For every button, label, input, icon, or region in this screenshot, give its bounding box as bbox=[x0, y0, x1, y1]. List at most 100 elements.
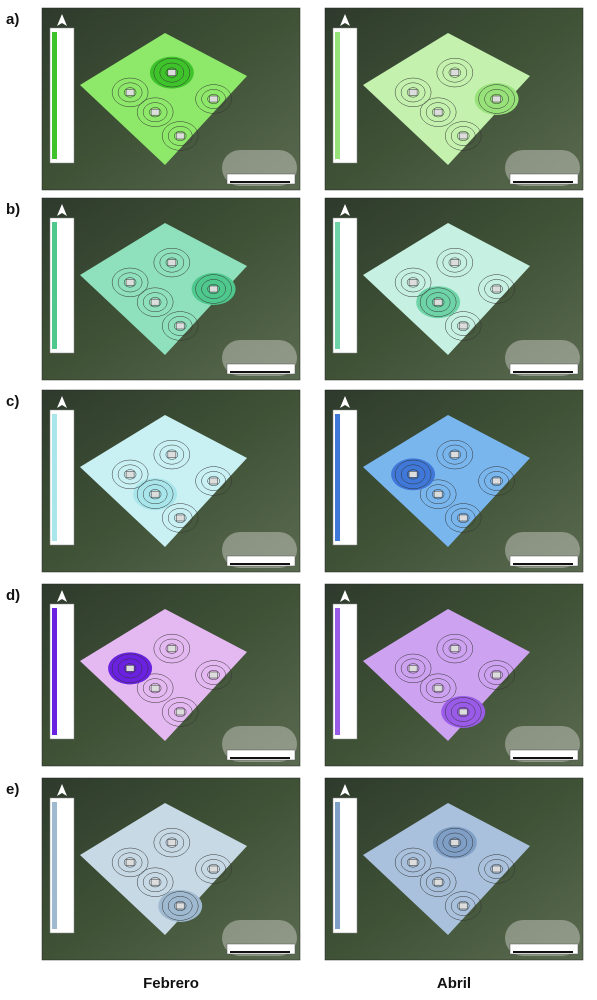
contour-line bbox=[201, 859, 226, 879]
scale-bar bbox=[226, 943, 296, 955]
sample-point bbox=[408, 279, 418, 286]
contour-line bbox=[406, 663, 420, 674]
scale-bar-fill bbox=[513, 563, 573, 565]
contour-line bbox=[436, 57, 474, 88]
legend-gradient bbox=[335, 222, 340, 349]
sample-point bbox=[433, 684, 443, 692]
contour-line bbox=[161, 503, 199, 533]
contour-line bbox=[207, 283, 220, 295]
map-panel bbox=[324, 583, 584, 767]
legend-gradient bbox=[52, 802, 57, 929]
legend-gradient bbox=[335, 32, 340, 159]
contour-line bbox=[153, 827, 191, 858]
column-label: Febrero bbox=[143, 975, 199, 992]
contour-line bbox=[419, 287, 457, 317]
contour-line bbox=[490, 283, 503, 295]
contour-line bbox=[394, 459, 432, 490]
contour-line bbox=[195, 274, 232, 304]
sample-point bbox=[167, 645, 177, 652]
contour-line bbox=[394, 847, 432, 878]
sample-point bbox=[125, 665, 135, 672]
contour-line bbox=[195, 854, 232, 884]
contour-line bbox=[490, 863, 503, 875]
scale-bar-fill bbox=[513, 181, 573, 183]
sample-point bbox=[433, 878, 443, 886]
contour-line bbox=[419, 673, 457, 703]
scale-bar-fill bbox=[513, 951, 573, 953]
contour-line bbox=[419, 867, 457, 897]
sample-point bbox=[458, 902, 468, 910]
north-arrow bbox=[57, 14, 67, 26]
contour-line bbox=[136, 97, 174, 127]
map-panel bbox=[41, 197, 301, 381]
contour-line bbox=[123, 277, 137, 288]
scale-bar-fill bbox=[230, 371, 290, 373]
scale-bar bbox=[226, 173, 296, 185]
sample-point bbox=[150, 108, 160, 116]
contour-line bbox=[478, 84, 515, 114]
contour-line bbox=[400, 82, 426, 103]
contour-line bbox=[201, 89, 226, 109]
contour-line bbox=[207, 475, 220, 487]
contour-line bbox=[159, 638, 185, 659]
contour-line bbox=[159, 62, 185, 83]
sample-point bbox=[450, 259, 460, 266]
scale-bar-fill bbox=[230, 951, 290, 953]
contour-line bbox=[448, 257, 462, 268]
contour-line bbox=[431, 297, 445, 308]
contour-line bbox=[406, 277, 420, 288]
contour-line bbox=[161, 891, 199, 921]
interpolation-surface bbox=[363, 803, 530, 935]
contour-line bbox=[425, 678, 451, 699]
contour-line bbox=[111, 267, 149, 298]
contour-line bbox=[148, 107, 162, 118]
contour-line bbox=[425, 292, 451, 313]
contour-line bbox=[195, 660, 232, 690]
contour-line bbox=[456, 706, 470, 718]
contour-line bbox=[153, 633, 191, 664]
scale-bar bbox=[509, 749, 579, 761]
interpolation-surface bbox=[363, 33, 530, 165]
contour-line bbox=[478, 274, 515, 304]
sample-point bbox=[492, 285, 501, 293]
interpolation-surface bbox=[80, 609, 247, 741]
sample-point bbox=[458, 132, 468, 140]
contour-line bbox=[167, 702, 193, 722]
north-arrow bbox=[57, 590, 67, 602]
row-label: e) bbox=[6, 781, 19, 798]
row-label: a) bbox=[6, 11, 19, 28]
contour-line bbox=[400, 852, 426, 873]
north-arrow bbox=[340, 590, 350, 602]
sample-point bbox=[175, 514, 185, 522]
contour-line bbox=[159, 444, 185, 465]
contour-line bbox=[207, 669, 220, 681]
sample-point bbox=[492, 477, 501, 485]
sample-point bbox=[492, 95, 501, 103]
interpolation-surface bbox=[80, 223, 247, 355]
contour-line bbox=[142, 872, 168, 893]
contour-line bbox=[450, 508, 476, 528]
sample-point bbox=[150, 684, 160, 692]
sample-point bbox=[209, 865, 218, 873]
contour-line bbox=[123, 663, 137, 674]
contour-line bbox=[159, 252, 185, 273]
contour-line bbox=[484, 665, 509, 685]
sample-point bbox=[458, 322, 468, 330]
contour-line bbox=[161, 121, 199, 151]
sample-point bbox=[209, 671, 218, 679]
contour-line bbox=[142, 484, 168, 505]
contour-line bbox=[111, 77, 149, 108]
scale-bar bbox=[509, 363, 579, 375]
contour-line bbox=[142, 102, 168, 123]
map-panel bbox=[41, 389, 301, 573]
contour-line bbox=[419, 479, 457, 509]
contour-line bbox=[117, 82, 143, 103]
contour-line bbox=[117, 852, 143, 873]
map-panel bbox=[41, 583, 301, 767]
contour-line bbox=[484, 279, 509, 299]
map-panel bbox=[324, 7, 584, 191]
contour-line bbox=[148, 297, 162, 308]
interpolation-surface bbox=[363, 415, 530, 547]
contour-line bbox=[442, 252, 468, 273]
